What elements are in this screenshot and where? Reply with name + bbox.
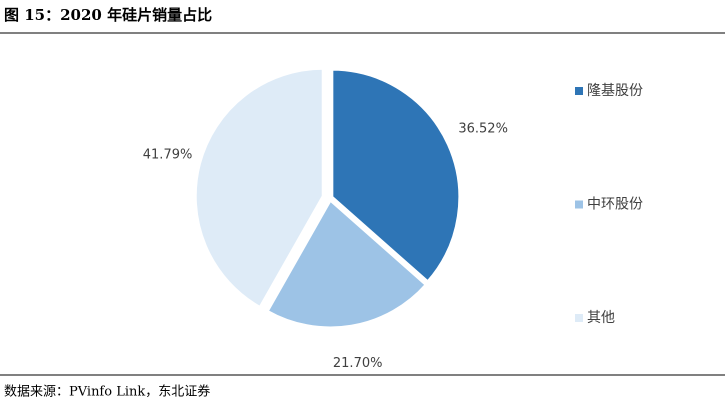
value-label: 21.70% [333, 356, 383, 371]
legend-swatch [575, 87, 583, 95]
legend-swatch [575, 200, 583, 209]
legend-swatch [575, 314, 583, 322]
legend-label: 其他 [587, 310, 615, 326]
pie-slice [265, 197, 429, 330]
value-label: 36.52% [458, 121, 508, 136]
pie-slice [330, 67, 462, 285]
chart-title: 图 15：2020 年硅片销量占比 [4, 6, 212, 24]
value-label: 41.79% [143, 148, 193, 163]
source: 数据来源：PVinfo Link，东北证券 [4, 384, 210, 400]
legend-label: 隆基股份 [587, 82, 643, 99]
pie-slice [193, 66, 325, 310]
legend-label: 中环股份 [587, 197, 643, 213]
